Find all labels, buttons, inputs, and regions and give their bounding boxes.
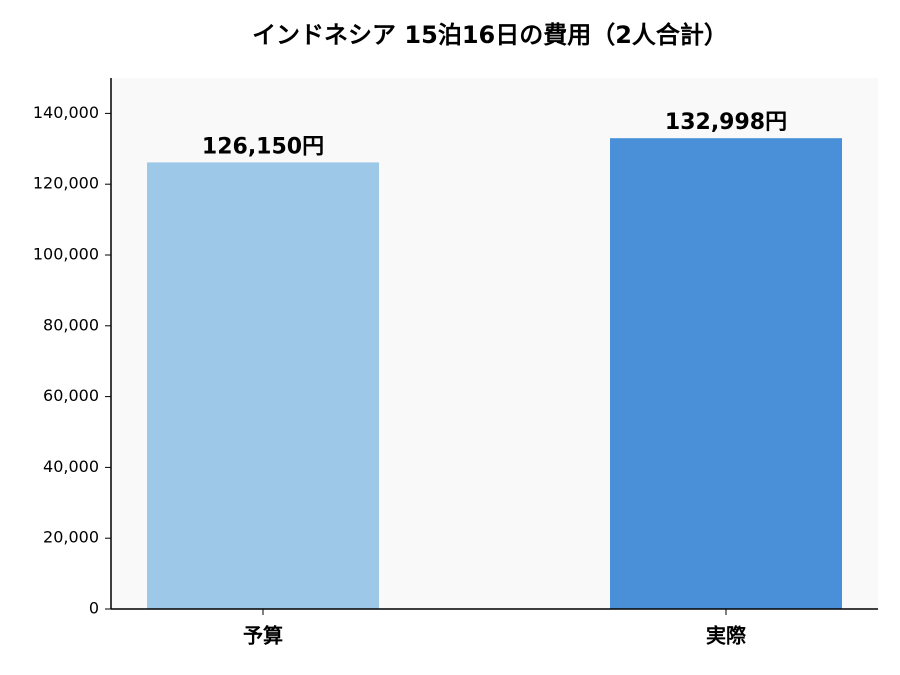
x-tick-label: 実際 [706, 624, 747, 648]
y-tick-label: 0 [89, 599, 99, 618]
y-tick-label: 100,000 [33, 245, 99, 264]
chart-title: インドネシア 15泊16日の費用（2人合計） [252, 21, 728, 49]
bar [610, 138, 842, 609]
y-tick-label: 60,000 [43, 386, 99, 405]
value-label: 126,150円 [202, 134, 324, 159]
bar [147, 162, 379, 609]
value-label: 132,998円 [665, 110, 787, 135]
y-tick-label: 120,000 [33, 174, 99, 193]
x-tick-label: 予算 [243, 624, 283, 648]
y-tick-label: 80,000 [43, 315, 99, 334]
y-tick-label: 140,000 [33, 103, 99, 122]
y-tick-label: 20,000 [43, 528, 99, 547]
y-tick-label: 40,000 [43, 457, 99, 476]
